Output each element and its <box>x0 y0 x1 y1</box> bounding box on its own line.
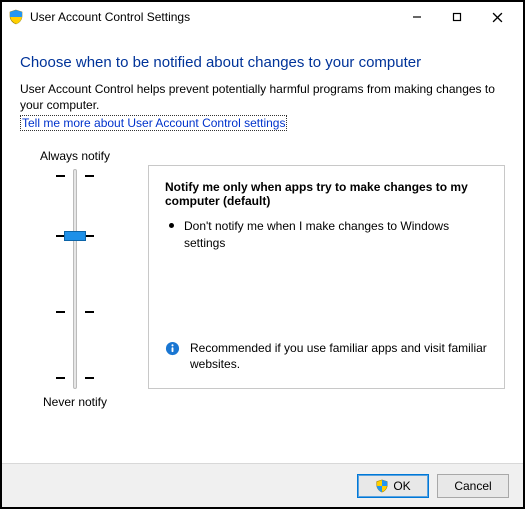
detail-bullet-text: Don't notify me when I make changes to W… <box>184 218 488 250</box>
info-icon <box>165 341 180 356</box>
detail-title: Notify me only when apps try to make cha… <box>165 180 488 208</box>
slider-track[interactable] <box>73 169 77 389</box>
recommendation-row: Recommended if you use familiar apps and… <box>165 340 488 372</box>
maximize-button[interactable] <box>437 3 477 31</box>
recommendation-text: Recommended if you use familiar apps and… <box>190 340 488 372</box>
slider-tick <box>56 175 94 177</box>
cancel-button[interactable]: Cancel <box>437 474 509 498</box>
ok-button[interactable]: OK <box>357 474 429 498</box>
window-title: User Account Control Settings <box>30 10 397 24</box>
slider-tick <box>56 377 94 379</box>
minimize-button[interactable] <box>397 3 437 31</box>
close-button[interactable] <box>477 3 517 31</box>
shield-icon <box>375 479 389 493</box>
slider-label-bottom: Never notify <box>20 395 130 409</box>
slider-thumb[interactable] <box>64 231 86 241</box>
slider-column: Always notify Never notify <box>20 145 130 413</box>
body-area: Always notify Never notify Notify me onl… <box>20 145 505 413</box>
footer: OK Cancel <box>2 463 523 507</box>
page-heading: Choose when to be notified about changes… <box>20 54 505 71</box>
bullet-icon <box>169 223 174 228</box>
slider-tick <box>56 311 94 313</box>
window-controls <box>397 3 517 31</box>
detail-panel: Notify me only when apps try to make cha… <box>148 165 505 389</box>
titlebar: User Account Control Settings <box>2 2 523 32</box>
shield-icon <box>8 9 24 25</box>
ok-button-label: OK <box>393 479 410 493</box>
slider-label-top: Always notify <box>20 149 130 163</box>
page-description: User Account Control helps prevent poten… <box>20 81 505 113</box>
content-area: Choose when to be notified about changes… <box>2 32 523 413</box>
slider-track-wrap <box>20 169 130 389</box>
learn-more-link[interactable]: Tell me more about User Account Control … <box>20 115 287 131</box>
detail-bullet-row: Don't notify me when I make changes to W… <box>169 218 488 250</box>
cancel-button-label: Cancel <box>454 479 491 493</box>
